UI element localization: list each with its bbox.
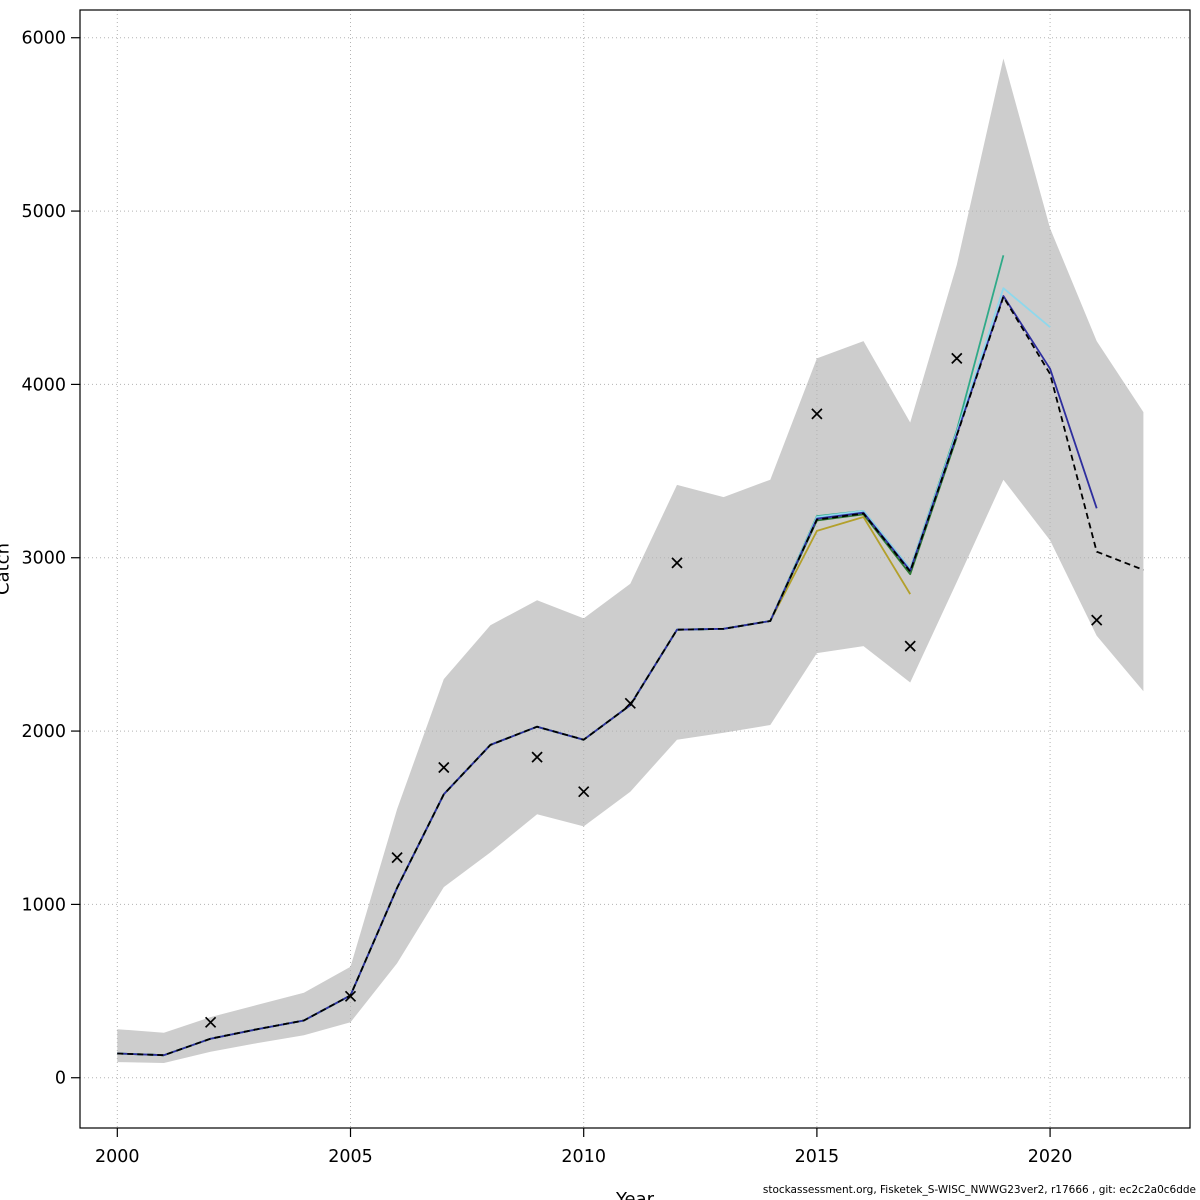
x-axis-tick-label-2015: 2015	[795, 1147, 840, 1167]
y-axis-title: Catch	[0, 543, 14, 595]
observed-catch-markers	[204, 352, 1103, 1028]
x-axis-tick-label-2000: 2000	[95, 1147, 140, 1167]
y-axis-tick-label-1000: 1000	[21, 895, 66, 915]
confidence-band	[117, 58, 1144, 1063]
figure-footer: stockassessment.org, Fisketek_S-WISC_NWW…	[762, 1184, 1196, 1196]
y-axis-tick-label-2000: 2000	[21, 722, 66, 742]
x-axis-title: Year	[615, 1189, 655, 1200]
y-axis-tick-label-3000: 3000	[21, 549, 66, 569]
x-axis-tick-label-2020: 2020	[1028, 1147, 1073, 1167]
series-line-fit-current-2022	[117, 296, 1144, 1057]
plot-border	[79, 9, 1191, 1129]
x-axis-tick-label-2005: 2005	[328, 1147, 373, 1167]
y-axis-tick-label-0: 0	[55, 1069, 66, 1089]
y-axis-tick-label-4000: 4000	[21, 375, 66, 395]
y-axis-tick-label-6000: 6000	[21, 29, 66, 49]
x-axis-tick-label-2010: 2010	[561, 1147, 606, 1167]
y-axis-tick-label-5000: 5000	[21, 202, 66, 222]
